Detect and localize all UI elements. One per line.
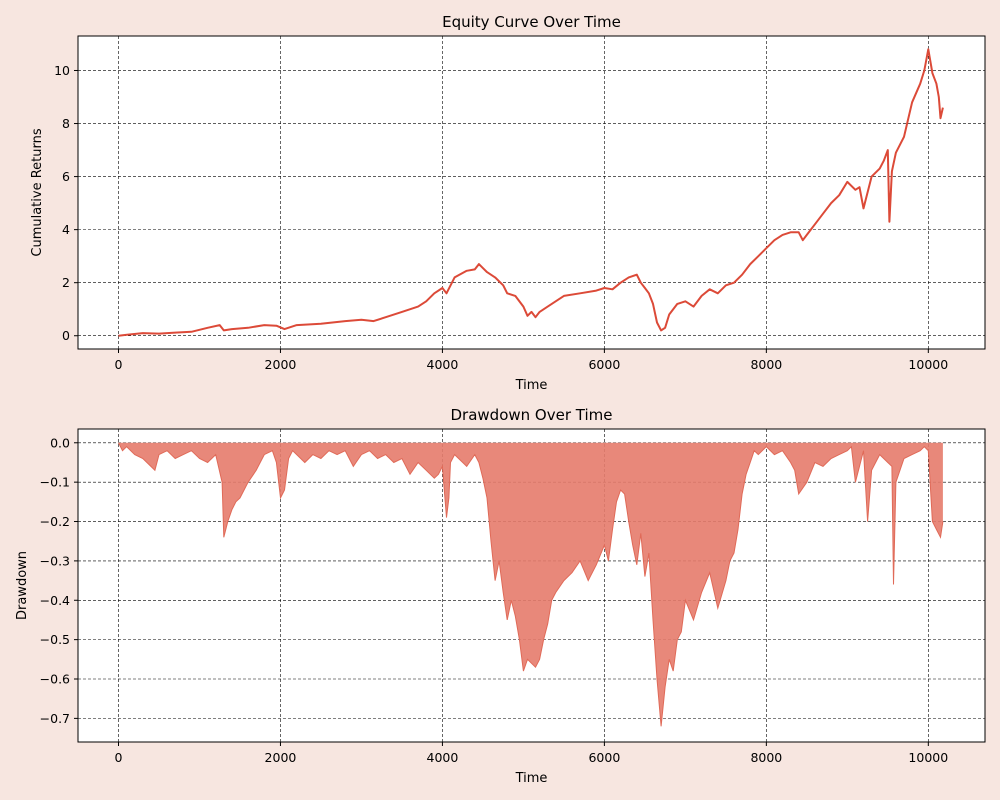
x-axis-label: Time <box>515 771 548 786</box>
x-tick-label: 8000 <box>750 750 782 765</box>
y-tick-label: 8 <box>62 116 70 131</box>
x-tick-label: 8000 <box>750 357 782 372</box>
y-tick-label: −0.4 <box>40 593 70 608</box>
y-tick-label: −0.7 <box>40 711 70 726</box>
y-tick-label: 4 <box>62 222 70 237</box>
y-tick-label: −0.2 <box>40 514 70 529</box>
x-tick-label: 2000 <box>265 750 297 765</box>
x-tick-label: 0 <box>115 357 123 372</box>
x-tick-label: 4000 <box>427 750 459 765</box>
y-axis-label: Drawdown <box>15 551 30 620</box>
axes-frame <box>77 428 986 743</box>
drawdown-line <box>118 442 944 727</box>
y-tick-label: 0.0 <box>50 435 70 450</box>
y-tick-label: −0.6 <box>40 672 70 687</box>
drawdown-area <box>118 442 943 727</box>
y-tick-label: 10 <box>54 63 70 78</box>
y-tick-label: −0.5 <box>40 632 70 647</box>
x-tick-label: 4000 <box>427 357 459 372</box>
x-tick-label: 0 <box>115 750 123 765</box>
chart-1: 0 2000 4000 6000 8000 10000 0 2 4 6 8 10 Equity Curv… <box>30 13 986 393</box>
y-tick-label: 0 <box>62 328 70 343</box>
chart-title: Drawdown Over Time <box>451 406 613 424</box>
x-axis-label: Time <box>515 378 548 393</box>
x-tick-label: 2000 <box>265 357 297 372</box>
y-tick-label: 6 <box>62 169 70 184</box>
x-tick-label: 6000 <box>588 357 620 372</box>
x-tick-label: 6000 <box>588 750 620 765</box>
y-tick-label: −0.1 <box>40 475 70 490</box>
chart-title: Equity Curve Over Time <box>442 13 621 31</box>
y-axis-label: Cumulative Returns <box>30 128 45 256</box>
chart-2: 0 2000 4000 6000 8000 10000 0.0 −0.1 −0.2 −0.3 −0.… <box>15 406 986 786</box>
y-tick-label: 2 <box>62 275 70 290</box>
x-tick-label: 10000 <box>908 357 948 372</box>
plot-area <box>78 36 985 349</box>
equity-line <box>118 48 944 337</box>
y-tick-label: −0.3 <box>40 553 70 568</box>
x-tick-label: 10000 <box>908 750 948 765</box>
axes-frame <box>77 35 986 350</box>
